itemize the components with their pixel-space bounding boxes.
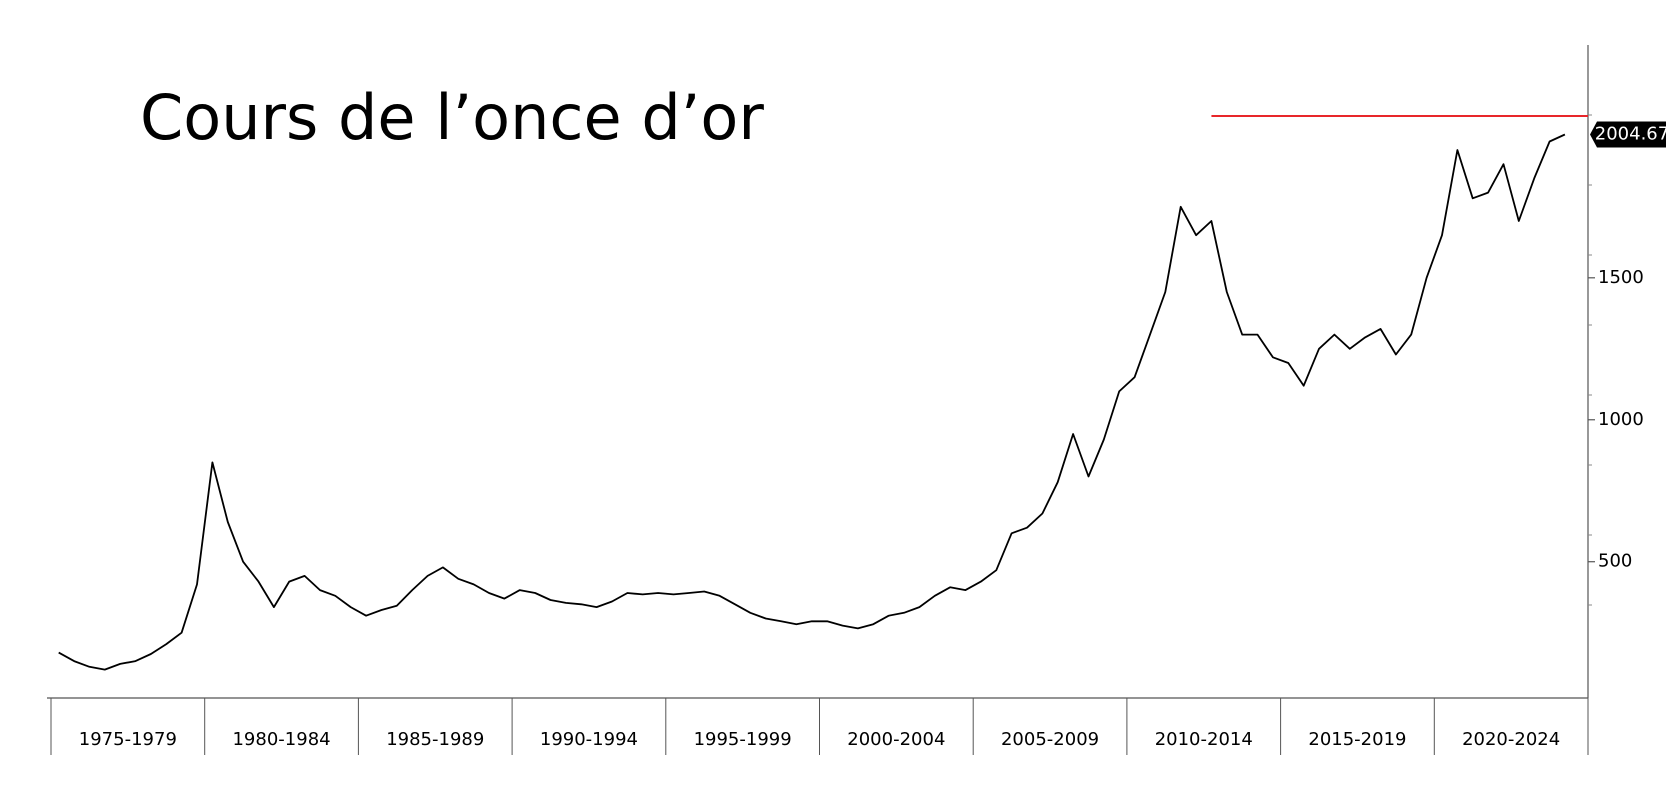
x-tick-label: 2010-2014 xyxy=(1155,729,1253,750)
x-tick-label: 1995-1999 xyxy=(694,729,792,750)
x-tick-label: 2020-2024 xyxy=(1462,729,1560,750)
last-value-label: 2004.67 xyxy=(1595,124,1669,145)
price-line xyxy=(58,133,1566,671)
x-tick-label: 1990-1994 xyxy=(540,729,638,750)
x-tick-label: 2000-2004 xyxy=(847,729,945,750)
y-tick-label: 1500 xyxy=(1598,267,1644,288)
y-tick-label: 1000 xyxy=(1598,409,1644,430)
x-tick-label: 1980-1984 xyxy=(232,729,330,750)
last-value-tag xyxy=(1590,121,1666,148)
chart-title: Cours de l’once d’or xyxy=(140,81,764,154)
x-tick-label: 2005-2009 xyxy=(1001,729,1099,750)
x-tick-label: 1975-1979 xyxy=(79,729,177,750)
y-tick-label: 500 xyxy=(1598,551,1632,572)
x-tick-label: 2015-2019 xyxy=(1308,729,1406,750)
x-tick-label: 1985-1989 xyxy=(386,729,484,750)
